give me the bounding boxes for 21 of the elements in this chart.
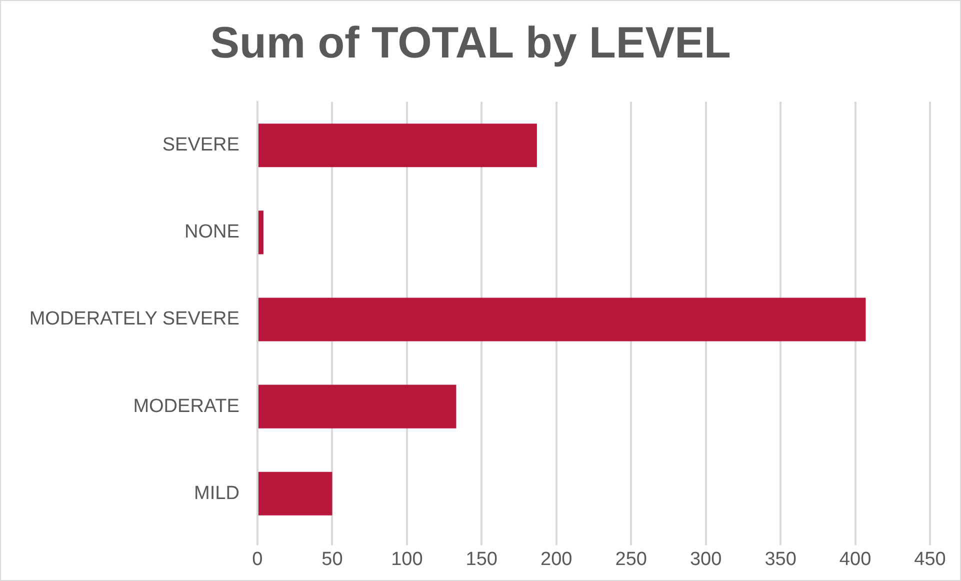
y-tick-label: MILD [194, 482, 240, 504]
x-tick-label: 350 [764, 548, 796, 570]
x-tick-label: 300 [690, 548, 722, 570]
x-tick-label: 200 [540, 548, 572, 570]
bar [258, 298, 866, 342]
y-tick-label: SEVERE [162, 134, 240, 156]
y-tick-label: NONE [184, 222, 240, 243]
x-tick-label: 450 [914, 548, 946, 570]
y-tick-label: MODERATE [133, 396, 240, 417]
x-tick-label: 100 [391, 548, 423, 570]
bar [258, 472, 332, 516]
chart-title: Sum of TOTAL by LEVEL [210, 18, 731, 68]
x-tick-label: 0 [252, 548, 263, 570]
bar [258, 384, 456, 428]
bar [258, 124, 537, 168]
x-tick-label: 400 [839, 548, 872, 570]
x-tick-label: 50 [322, 548, 343, 570]
x-tick-label: 150 [466, 548, 498, 570]
y-tick-label: MODERATELY SEVERE [29, 308, 240, 330]
x-tick-label: 250 [615, 548, 647, 570]
bar [258, 210, 264, 254]
